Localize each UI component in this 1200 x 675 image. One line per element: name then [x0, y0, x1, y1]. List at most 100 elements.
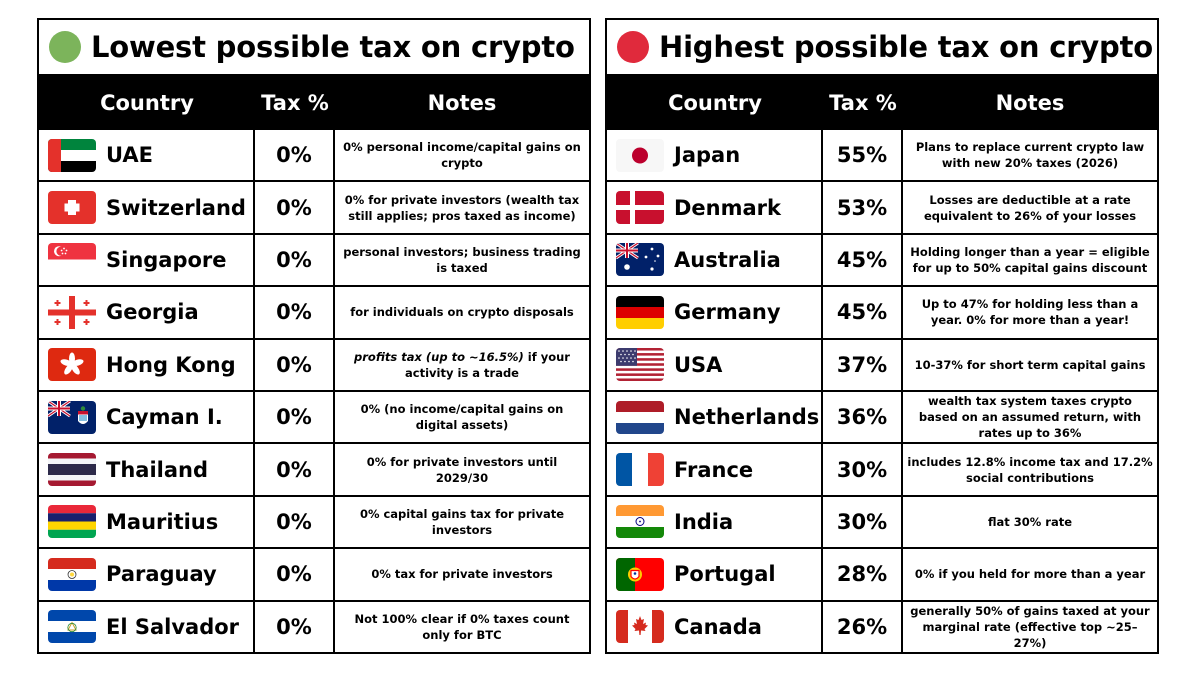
table-row: Singapore 0% personal investors; business …: [39, 232, 589, 286]
switzerland-flag-icon: [48, 191, 96, 225]
country-cell: Australia: [607, 234, 823, 286]
country-cell: Cayman I.: [39, 391, 255, 443]
japan-flag-icon: [616, 138, 664, 172]
tax-rate: 53%: [823, 182, 903, 233]
table-row: Cayman I. 0% 0% (no income/capital gains o…: [39, 389, 589, 443]
notes-cell: includes 12.8% income tax and 17.2% soci…: [903, 444, 1157, 494]
tax-rate: 0%: [255, 391, 335, 443]
notes-text: wealth tax system taxes crypto based on …: [918, 394, 1142, 441]
country-name: France: [674, 457, 754, 482]
netherlands-flag-icon: [616, 400, 664, 434]
table-row: Australia 45% Holding longer than a year =…: [607, 232, 1157, 286]
notes-cell: 10-37% for short term capital gains: [903, 340, 1157, 390]
country-name: Netherlands: [674, 405, 820, 430]
country-cell: Hong Kong: [39, 339, 255, 390]
header-tax: Tax %: [829, 91, 897, 115]
tax-rate: 45%: [823, 287, 903, 338]
tax-rate: 45%: [823, 234, 903, 286]
notes-text-wrap: 0% personal income/capital gains on cryp…: [339, 139, 585, 171]
france-flag-icon: [616, 453, 664, 487]
country-name: Japan: [674, 143, 741, 168]
notes-text: 0% capital gains tax for private investo…: [359, 506, 565, 537]
tax-rate: 37%: [823, 339, 903, 390]
singapore-flag-icon: [48, 243, 96, 277]
country-name: Portugal: [674, 562, 776, 587]
notes-text-wrap: Losses are deductible at a rate equivale…: [907, 192, 1153, 224]
notes-text-wrap: generally 50% of gains taxed at your mar…: [907, 603, 1153, 651]
tax-rate: 36%: [823, 391, 903, 443]
tax-rate: 0%: [255, 496, 335, 548]
red-dot-icon: [617, 31, 649, 63]
highest-tax-title-bar: Highest possible tax on crypto: [607, 20, 1157, 76]
el-salvador-flag-icon: [48, 610, 96, 644]
table-row: USA 37% 10-37% for short term capital gain…: [607, 337, 1157, 390]
country-name: Switzerland: [106, 195, 246, 220]
notes-text: generally 50% of gains taxed at your mar…: [910, 603, 1150, 650]
header-tax: Tax %: [261, 91, 329, 115]
notes-cell: generally 50% of gains taxed at your mar…: [903, 602, 1157, 652]
tax-rate: 26%: [823, 601, 903, 652]
table-row: Thailand 0% 0% for private investors until…: [39, 442, 589, 495]
notes-text: 0% (no income/capital gains on digital a…: [360, 402, 564, 433]
notes-text-wrap: 0% for private investors (wealth tax sti…: [339, 192, 585, 224]
notes-text: Not 100% clear if 0% taxes count only fo…: [354, 611, 570, 642]
country-cell: Denmark: [607, 182, 823, 233]
table-row: France 30% includes 12.8% income tax and 1…: [607, 442, 1157, 495]
cayman-flag-icon: [48, 400, 96, 434]
country-name: Australia: [674, 247, 781, 272]
notes-cell: Up to 47% for holding less than a year. …: [903, 287, 1157, 337]
table-row: Hong Kong 0% profits tax (up to ~16.5%) if…: [39, 337, 589, 390]
notes-text-wrap: wealth tax system taxes crypto based on …: [907, 393, 1153, 441]
tax-rate: 0%: [255, 130, 335, 181]
country-cell: Portugal: [607, 549, 823, 600]
germany-flag-icon: [616, 295, 664, 329]
highest-tax-title: Highest possible tax on crypto: [659, 30, 1153, 64]
country-cell: Singapore: [39, 234, 255, 286]
notes-text: Up to 47% for holding less than a year. …: [921, 297, 1139, 328]
uae-flag-icon: [48, 138, 96, 172]
country-name: USA: [674, 352, 723, 377]
notes-text: Holding longer than a year = eligible fo…: [910, 244, 1150, 275]
country-cell: Switzerland: [39, 182, 255, 233]
hong-kong-flag-icon: [48, 348, 96, 382]
tax-rate: 30%: [823, 496, 903, 548]
mauritius-flag-icon: [48, 505, 96, 539]
notes-text: 0% if you held for more than a year: [914, 567, 1146, 582]
table-row: UAE 0% 0% personal income/capital gains on…: [39, 130, 589, 181]
canada-flag-icon: [616, 610, 664, 644]
country-name: India: [674, 509, 734, 534]
notes-cell: flat 30% rate: [903, 497, 1157, 547]
tax-rate: 0%: [255, 287, 335, 338]
notes-text-wrap: 0% capital gains tax for private investo…: [339, 506, 585, 538]
notes-text-wrap: includes 12.8% income tax and 17.2% soci…: [907, 454, 1153, 486]
notes-text: includes 12.8% income tax and 17.2% soci…: [907, 454, 1153, 485]
notes-cell: Plans to replace current crypto law with…: [903, 130, 1157, 180]
highest-tax-header-row: Country Tax % Notes: [607, 76, 1157, 130]
table-row: Georgia 0% for individuals on crypto dispo…: [39, 285, 589, 338]
lowest-tax-rows: UAE 0% 0% personal income/capital gains on…: [39, 130, 589, 652]
notes-cell: 0% personal income/capital gains on cryp…: [335, 130, 589, 180]
notes-text-wrap: 0% if you held for more than a year: [915, 566, 1145, 582]
country-name: UAE: [106, 143, 154, 168]
australia-flag-icon: [616, 243, 664, 277]
table-row: Japan 55% Plans to replace current crypto …: [607, 130, 1157, 181]
notes-text-wrap: Not 100% clear if 0% taxes count only fo…: [339, 611, 585, 643]
table-row: Denmark 53% Losses are deductible at a rat…: [607, 180, 1157, 233]
highest-tax-table: Highest possible tax on crypto Country T…: [605, 18, 1159, 654]
country-cell: Japan: [607, 130, 823, 181]
paraguay-flag-icon: [48, 557, 96, 591]
notes-cell: Not 100% clear if 0% taxes count only fo…: [335, 602, 589, 652]
notes-cell: wealth tax system taxes crypto based on …: [903, 392, 1157, 442]
notes-text: personal investors; business trading is …: [343, 244, 581, 275]
notes-text: 0% for private investors (wealth tax sti…: [344, 192, 580, 223]
notes-cell: 0% capital gains tax for private investo…: [335, 497, 589, 547]
country-name: Thailand: [106, 457, 208, 482]
notes-text-wrap: 0% tax for private investors: [371, 566, 552, 582]
table-row: Mauritius 0% 0% capital gains tax for priv…: [39, 494, 589, 548]
green-dot-icon: [49, 31, 81, 63]
country-cell: Mauritius: [39, 496, 255, 548]
header-notes: Notes: [427, 91, 497, 115]
country-name: Mauritius: [106, 509, 219, 534]
notes-text-wrap: Holding longer than a year = eligible fo…: [907, 244, 1153, 276]
notes-text-wrap: profits tax (up to ~16.5%) if your activ…: [339, 349, 585, 381]
